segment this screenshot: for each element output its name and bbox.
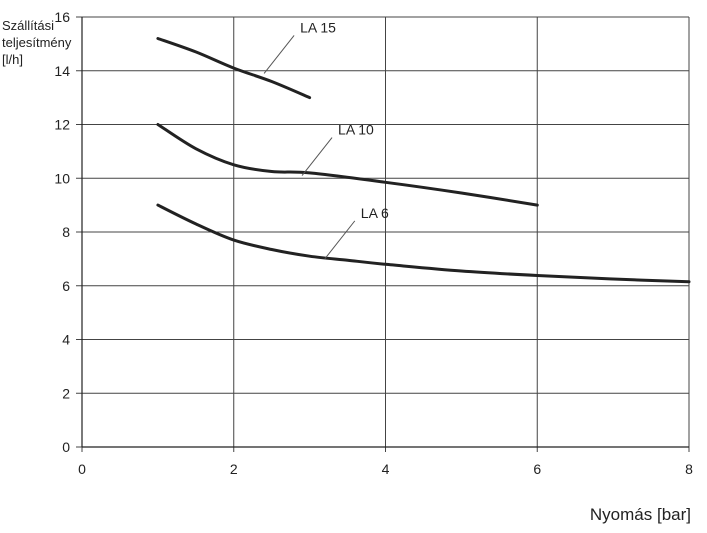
y-axis-label-line: Szállítási (2, 18, 55, 33)
y-axis-label-line: [l/h] (2, 52, 23, 67)
series-label-la-15: LA 15 (300, 19, 336, 35)
series-labels: LA 15 LA 10 LA 6 (263, 19, 389, 260)
y-tick-label: 16 (54, 9, 70, 25)
y-tick-label: 6 (62, 278, 70, 294)
x-tick-label: 4 (382, 461, 390, 477)
y-tick-label: 0 (62, 439, 70, 455)
grid (82, 16, 690, 447)
x-tick-label: 6 (533, 461, 541, 477)
y-tick-label: 8 (62, 224, 70, 240)
axes: 0 2 4 6 8 10 12 14 16 0 2 4 6 8 (54, 9, 693, 477)
y-tick-label: 10 (54, 170, 70, 186)
leader-line-la-6 (324, 220, 356, 260)
series-label-la-10: LA 10 (338, 122, 374, 138)
series-line-la-6 (156, 203, 691, 284)
series-line-la-15 (156, 37, 312, 100)
x-tick-label: 0 (78, 461, 86, 477)
leader-line-la-15 (263, 35, 295, 74)
y-tick-label: 4 (62, 332, 70, 348)
x-tick-label: 8 (685, 461, 693, 477)
y-tick-label: 2 (62, 385, 70, 401)
x-axis-label: Nyomás [bar] (589, 505, 691, 524)
y-axis-label-line: teljesítmény (2, 35, 72, 50)
series-layer (156, 37, 691, 284)
y-axis-label: Szállítási teljesítmény [l/h] (2, 17, 71, 68)
x-tick-label: 2 (230, 461, 238, 477)
y-tick-label: 12 (54, 117, 70, 133)
series-line-la-10 (156, 123, 539, 207)
leader-line-la-10 (301, 137, 333, 176)
y-tick-label: 14 (54, 63, 70, 79)
series-label-la-6: LA 6 (361, 205, 389, 221)
